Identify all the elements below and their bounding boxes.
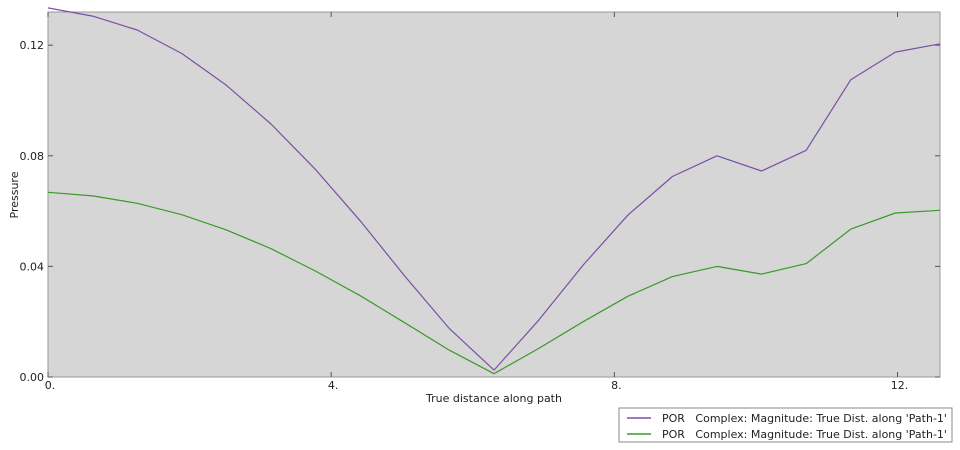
series-layer [47, 7, 941, 375]
plot-area [47, 11, 941, 378]
x-axis-ticks: 0. 4. 8. 12. [45, 12, 909, 392]
x-tick-label: 8. [611, 379, 622, 392]
legend-label-1: POR Complex: Magnitude: True Dist. along… [662, 412, 947, 425]
x-tick-label: 4. [328, 379, 339, 392]
y-tick-label: 0.04 [20, 260, 45, 273]
y-tick-label: 0.00 [20, 371, 45, 384]
legend-box [618, 407, 953, 443]
x-tick-label: 0. [45, 379, 56, 392]
x-axis-label: True distance along path [425, 392, 562, 405]
legend: POR Complex: Magnitude: True Dist. along… [618, 407, 953, 443]
legend-label-2: POR Complex: Magnitude: True Dist. along… [662, 428, 947, 441]
y-tick-label: 0.12 [20, 39, 45, 52]
y-axis-ticks: 0.00 0.04 0.08 0.12 [20, 39, 940, 384]
y-tick-label: 0.08 [20, 150, 45, 163]
series-line-2 [47, 191, 941, 375]
x-tick-label: 12. [891, 379, 909, 392]
series-line-1 [47, 7, 941, 371]
y-axis-label: Pressure [8, 171, 21, 218]
